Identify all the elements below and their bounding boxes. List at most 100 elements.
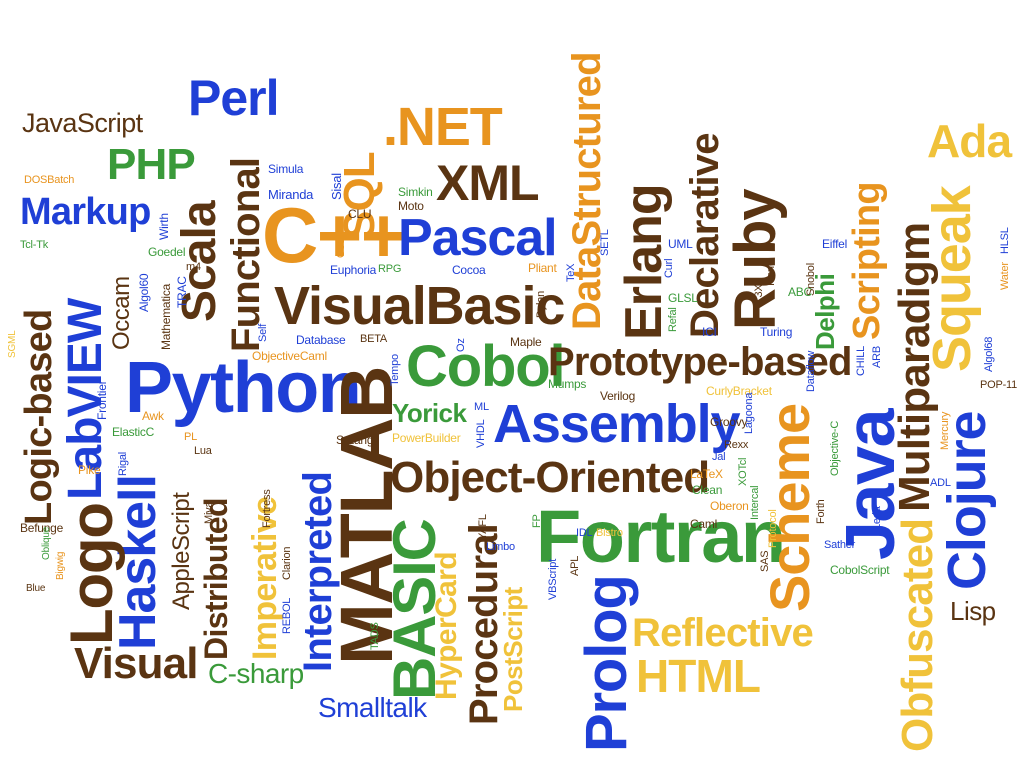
word-cocoa: Cocoa [452,263,486,277]
word-functional: Functional [224,157,268,352]
word-rpg: RPG [378,263,402,275]
word-mercury: Mercury [939,411,951,450]
word-occam: Occam [108,276,135,350]
word-cecil: Cecil [335,234,347,258]
word-obfuscated: Obfuscated [893,518,942,752]
word-sather: Sather [824,539,856,551]
word-oberon: Oberon [710,499,749,513]
word-net: .NET [383,97,503,157]
word-fp: FP [531,514,543,528]
word-powerbuilder: PowerBuilder [392,431,461,445]
word-applescript: AppleScript [168,492,195,610]
word-vbscript: VBScript [547,558,559,600]
word-s-lang: S-Lang [336,433,374,447]
word-yorick: Yorick [392,398,467,428]
word-yafl: YAFL [477,514,489,540]
word-rexx: Rexx [724,439,749,451]
word-algol68: Algol68 [983,336,995,372]
word-python: Python [125,348,362,428]
word-t3x: T3X [753,284,765,304]
word-c-sharp: C-sharp [208,658,304,689]
word-uml: UML [668,237,693,251]
word-cobol: Cobol [406,334,566,399]
word-limbo: Limbo [486,541,515,553]
word-apl: APL [569,555,581,576]
word-m4: m4 [186,261,201,273]
word-dylan: Dylan [535,290,547,318]
word-squeak: Squeak [922,186,982,372]
word-visual: Visual [74,639,198,688]
word-xotcl: XOTcl [737,457,749,486]
word-bistro: Bistro [596,527,623,539]
word-perl: Perl [188,70,280,126]
word-interpreted: Interpreted [296,471,340,672]
word-clean: Clean [692,483,723,497]
word-bigwig: Bigwig [55,551,66,580]
word-reflective: Reflective [632,611,814,655]
word-jal: Jal [712,451,726,463]
word-groovy: Groovy [710,415,748,429]
word-elasticc: ElasticC [112,425,155,439]
word-tempo: Tempo [389,354,401,386]
word-xml: XML [436,155,540,211]
word-rebol: REBOL [281,597,293,634]
word-algol60: Algol60 [137,273,151,312]
word-tex: TeX [565,263,577,282]
word-visualbasic: VisualBasic [274,276,565,336]
word-leda: Leda [871,506,883,530]
word-declarative: Declarative [683,133,727,338]
word-rigal: Rigal [117,452,129,476]
word-sisal: Sisal [329,173,344,200]
word-assembly: Assembly [493,394,741,454]
word-latex: LaTeX [690,467,723,481]
word-intercal: Intercal [749,485,761,520]
word-scheme: Scheme [758,403,821,612]
word-awk: Awk [142,409,164,423]
word-protocol: Protocol [767,509,779,548]
word-ruby: Ruby [723,189,788,330]
word-dosbatch: DOSBatch [24,174,75,186]
word-curl: Curl [663,258,675,278]
word-logic-based: Logic-based [18,309,60,525]
word-adl: ADL [930,477,951,489]
word-oz: Oz [455,338,467,352]
word-ada: Ada [927,115,1012,167]
word-blue: Blue [26,583,46,594]
word-postscript: PostScript [498,587,528,712]
word-miva: Miva [203,501,215,524]
word-eiffel: Eiffel [822,237,848,251]
word-self: Self [257,323,269,342]
word-cpp: C++ [262,191,406,279]
word-idl: IDL [576,527,593,539]
word-icon: Icon [765,266,777,286]
word-lagoona: Lagoona [743,392,755,434]
word-logo: Logo [58,503,125,645]
word-simula: Simula [268,162,304,176]
word-verilog: Verilog [600,389,636,403]
word-scripting: Scripting [846,182,888,340]
word-pike: Pike [78,463,101,477]
word-prototype-based: Prototype-based [548,340,852,384]
word-befunge: Befunge [20,521,64,535]
word-objective-c: Objective-C [829,420,841,476]
word-fortran: Fortran [536,495,786,578]
word-miranda: Miranda [268,187,314,202]
word-object-oriented: Object-Oriented [390,453,710,502]
word-mumps: Mumps [548,377,587,391]
word-html: HTML [636,650,761,702]
word-fortress: Fortress [261,489,273,528]
word-caml: Caml [690,517,718,531]
word-ml: ML [474,401,489,413]
word-dataflow: Dataflow [805,350,817,392]
word-maple: Maple [510,335,542,349]
word-beta: BETA [360,333,388,345]
word-goedel: Goedel [148,245,186,259]
word-vhdl: VHDL [475,419,487,448]
word-moto: Moto [398,199,424,213]
word-prolog: Prolog [574,575,639,752]
word-clu: CLU [348,207,372,221]
word-hypercard: HyperCard [430,552,463,700]
word-tcl-tk: Tcl-Tk [20,239,49,251]
word-smalltalk: Smalltalk [318,692,427,723]
word-pop-11: POP-11 [980,379,1017,391]
